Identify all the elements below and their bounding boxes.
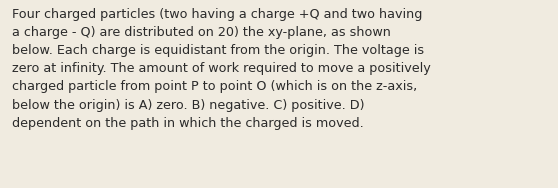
Text: Four charged particles (two having a charge +Q and two having
a charge - Q) are : Four charged particles (two having a cha…: [12, 8, 431, 130]
